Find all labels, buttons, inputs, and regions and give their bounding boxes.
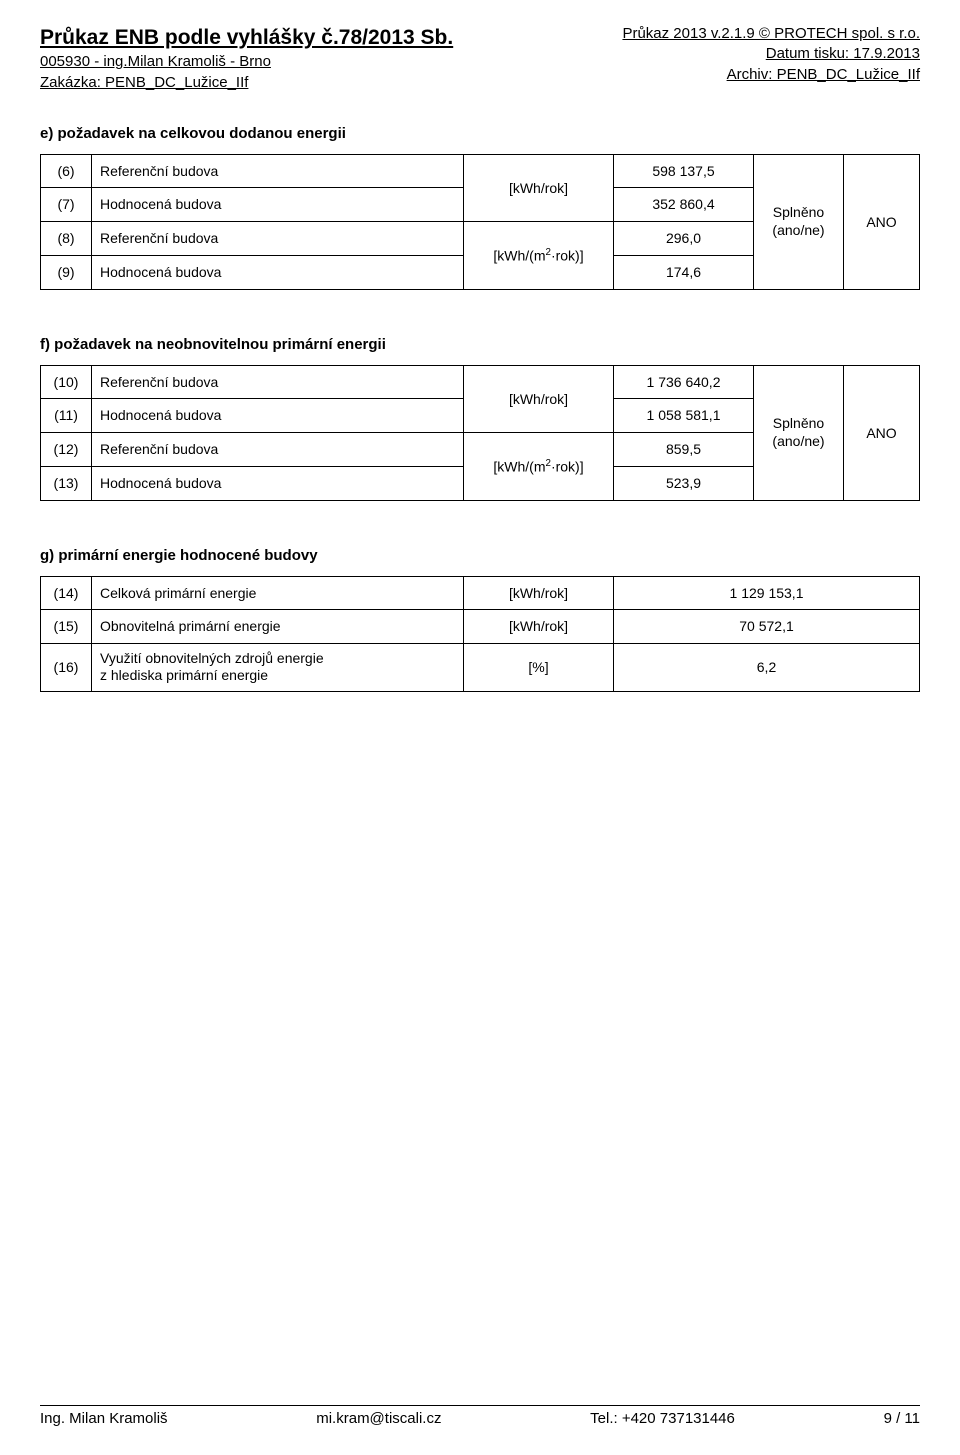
row-value: 352 860,4 <box>614 188 754 222</box>
unit-label: [kWh/rok] <box>464 610 614 644</box>
row-label: Referenční budova <box>92 433 464 467</box>
row-value: 523,9 <box>614 467 754 501</box>
page-footer: Ing. Milan Kramoliš mi.kram@tiscali.cz T… <box>40 1405 920 1427</box>
row-value: 598 137,5 <box>614 154 754 188</box>
header-left: Průkaz ENB podle vyhlášky č.78/2013 Sb. … <box>40 24 453 93</box>
print-date: Datum tisku: 17.9.2013 <box>622 44 920 64</box>
row-index: (8) <box>40 222 92 256</box>
row-index: (10) <box>40 365 92 399</box>
splneno-line1: Splněno <box>773 204 824 222</box>
row-index: (16) <box>40 644 92 692</box>
app-version: Průkaz 2013 v.2.1.9 © PROTECH spol. s r.… <box>622 24 920 44</box>
row-index: (9) <box>40 256 92 290</box>
result-value: ANO <box>844 154 920 290</box>
row-value: 6,2 <box>614 644 920 692</box>
doc-title: Průkaz ENB podle vyhlášky č.78/2013 Sb. <box>40 24 453 52</box>
row-value: 1 058 581,1 <box>614 399 754 433</box>
row-label: Hodnocená budova <box>92 399 464 433</box>
page-header: Průkaz ENB podle vyhlášky č.78/2013 Sb. … <box>40 24 920 93</box>
unit-label: [kWh/rok] <box>464 576 614 610</box>
row-index: (12) <box>40 433 92 467</box>
row-index: (13) <box>40 467 92 501</box>
row-index: (15) <box>40 610 92 644</box>
section-g-title: g) primární energie hodnocené budovy <box>40 547 920 564</box>
result-value: ANO <box>844 365 920 501</box>
footer-author: Ing. Milan Kramoliš <box>40 1410 168 1427</box>
row-label: Využití obnovitelných zdrojů energiez hl… <box>92 644 464 692</box>
row-value: 1 736 640,2 <box>614 365 754 399</box>
row-value: 70 572,1 <box>614 610 920 644</box>
doc-subline-2: Zakázka: PENB_DC_Lužice_IIf <box>40 73 453 93</box>
row-label: Hodnocená budova <box>92 256 464 290</box>
header-right: Průkaz 2013 v.2.1.9 © PROTECH spol. s r.… <box>622 24 920 85</box>
splneno-line2: (ano/ne) <box>772 433 824 451</box>
row-label: Referenční budova <box>92 365 464 399</box>
section-f-title: f) požadavek na neobnovitelnou primární … <box>40 336 920 353</box>
row-index: (6) <box>40 154 92 188</box>
footer-page-number: 9 / 11 <box>884 1410 920 1427</box>
footer-tel: Tel.: +420 737131446 <box>590 1410 735 1427</box>
row-value: 1 129 153,1 <box>614 576 920 610</box>
row-label: Referenční budova <box>92 222 464 256</box>
section-f-table: (10) (11) (12) (13) Referenční budova Ho… <box>40 365 920 501</box>
row-label: Hodnocená budova <box>92 467 464 501</box>
unit-label: [kWh/(m2·rok)] <box>464 433 614 501</box>
row-value: 859,5 <box>614 433 754 467</box>
doc-subline-1: 005930 - ing.Milan Kramoliš - Brno <box>40 52 453 72</box>
row-index: (11) <box>40 399 92 433</box>
unit-label: [kWh/(m2·rok)] <box>464 222 614 290</box>
section-g-table: (14) Celková primární energie [kWh/rok] … <box>40 576 920 692</box>
splneno-label: Splněno (ano/ne) <box>754 365 844 501</box>
footer-email: mi.kram@tiscali.cz <box>316 1410 441 1427</box>
splneno-line2: (ano/ne) <box>772 222 824 240</box>
row-value: 296,0 <box>614 222 754 256</box>
row-label: Celková primární energie <box>92 576 464 610</box>
archive-name: Archiv: PENB_DC_Lužice_IIf <box>622 65 920 85</box>
unit-label: [kWh/rok] <box>464 365 614 433</box>
splneno-label: Splněno (ano/ne) <box>754 154 844 290</box>
row-value: 174,6 <box>614 256 754 290</box>
section-e-title: e) požadavek na celkovou dodanou energii <box>40 125 920 142</box>
unit-label: [%] <box>464 644 614 692</box>
row-index: (14) <box>40 576 92 610</box>
splneno-line1: Splněno <box>773 415 824 433</box>
section-e-table: (6) (7) (8) (9) Referenční budova Hodnoc… <box>40 154 920 290</box>
row-label: Obnovitelná primární energie <box>92 610 464 644</box>
row-label: Referenční budova <box>92 154 464 188</box>
unit-label: [kWh/rok] <box>464 154 614 222</box>
row-index: (7) <box>40 188 92 222</box>
row-label: Hodnocená budova <box>92 188 464 222</box>
